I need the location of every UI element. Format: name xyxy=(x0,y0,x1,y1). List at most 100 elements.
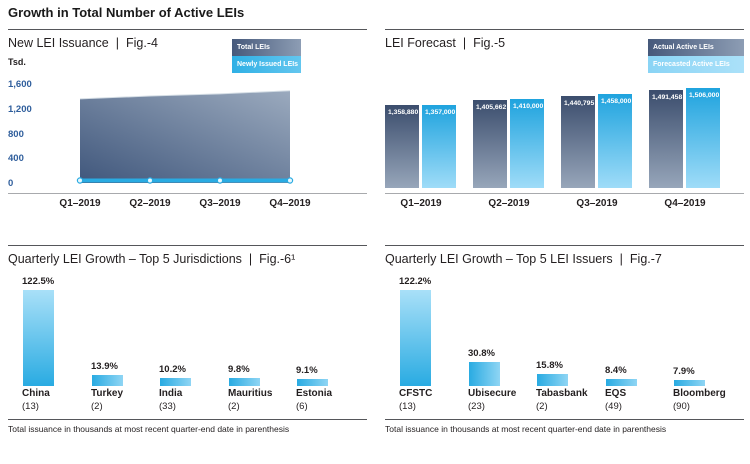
legend-item-actual-active-leis: Actual Active LEIs xyxy=(648,39,744,56)
bar-value-label: 13.9% xyxy=(91,361,118,373)
section-divider xyxy=(8,419,367,420)
x-axis-label: Q1–2019 xyxy=(59,198,101,209)
forecasted-active-leis-bar: 1,506,000 xyxy=(686,88,720,188)
x-axis-label: Q4–2019 xyxy=(664,198,706,209)
x-axis-label: Q2–2019 xyxy=(488,198,530,209)
y-axis-tick-label: 400 xyxy=(8,153,24,165)
actual-active-leis-bar: 1,491,458 xyxy=(649,90,683,188)
growth-bar-mauritius xyxy=(229,378,260,386)
y-axis-tick-label: 0 xyxy=(8,178,14,189)
figure-label: Fig.-6¹ xyxy=(259,252,296,266)
x-axis-line xyxy=(8,193,367,194)
growth-bar-cfstc xyxy=(400,290,431,386)
bar-value-label: 10.2% xyxy=(159,364,186,375)
category-label: Turkey xyxy=(91,388,124,399)
category-label: Estonia xyxy=(296,388,333,399)
y-axis-unit-label: Tsd. xyxy=(8,57,26,67)
issuance-label: (23) xyxy=(468,401,485,412)
chart-title: LEI Forecast xyxy=(385,36,456,50)
bar-value-label: 15.8% xyxy=(536,359,563,371)
data-point-marker xyxy=(286,177,294,184)
issuance-label: (13) xyxy=(399,401,416,412)
category-label: Mauritius xyxy=(228,388,273,399)
category-label: China xyxy=(22,388,50,399)
growth-bar-turkey xyxy=(92,375,123,386)
bar-chart-plot: 122.2% CFSTC (13) 30.8% Ubisecure (23) 15.8% Ta… xyxy=(385,246,744,444)
category-label: Ubisecure xyxy=(468,388,517,399)
section-top5-lei-issuers: Quarterly LEI Growth – Top 5 LEI Issuers… xyxy=(385,245,744,444)
growth-bar-estonia xyxy=(297,378,328,386)
x-axis-label: Q4–2019 xyxy=(269,198,311,209)
bar-value-label: 1,405,662 xyxy=(476,103,507,111)
y-axis-tick-label: 1,200 xyxy=(8,103,32,115)
total-leis-area xyxy=(80,90,290,183)
x-axis-label: Q3–2019 xyxy=(576,198,618,209)
figure-label: Fig.-5 xyxy=(473,36,506,50)
data-point-marker xyxy=(216,177,224,184)
bar-value-label: 1,358,880 xyxy=(388,109,419,116)
issuance-label: (49) xyxy=(605,401,622,412)
bar-value-label: 1,458,000 xyxy=(601,97,632,105)
forecasted-active-leis-bar: 1,458,000 xyxy=(598,93,632,188)
bar-value-label: 1,410,000 xyxy=(513,103,544,111)
section-header: LEI Forecast | Fig.-5 xyxy=(385,36,505,50)
legend: Total LEIs Newly Issued LEIs xyxy=(232,39,301,73)
legend: Actual Active LEIs Forecasted Active LEIs xyxy=(648,39,744,73)
y-axis-tick-label: 1,600 xyxy=(8,79,32,90)
footnote: Total issuance in thousands at most rece… xyxy=(385,424,667,434)
bar-value-label: 30.8% xyxy=(468,347,495,359)
growth-bar-eqs xyxy=(606,379,637,386)
bar-value-label: 9.8% xyxy=(228,364,250,376)
figure-label: Fig.-7 xyxy=(629,252,662,266)
section-header: Quarterly LEI Growth – Top 5 LEI Issuers… xyxy=(385,252,662,266)
x-axis-label: Q2–2019 xyxy=(129,198,171,209)
y-axis-tick-label: 800 xyxy=(8,128,24,140)
bar-value-label: 1,440,795 xyxy=(564,99,595,107)
chart-title: Quarterly LEI Growth – Top 5 Jurisdictio… xyxy=(8,252,242,266)
growth-bar-tabasbank xyxy=(537,373,568,386)
bar-value-label: 122.2% xyxy=(399,276,432,288)
title-separator: | xyxy=(248,252,253,266)
legend-item-forecasted-active-leis: Forecasted Active LEIs xyxy=(648,56,744,73)
issuance-label: (2) xyxy=(91,401,103,412)
section-top5-jurisdictions: Quarterly LEI Growth – Top 5 Jurisdictio… xyxy=(8,245,367,444)
growth-bar-ubisecure xyxy=(469,361,500,386)
bar-value-label: 8.4% xyxy=(605,365,627,377)
chart-title: Quarterly LEI Growth – Top 5 LEI Issuers xyxy=(385,252,613,266)
actual-active-leis-bar: 1,440,795 xyxy=(561,95,595,188)
bar-value-label: 1,491,458 xyxy=(652,94,683,101)
bar-chart-plot: 122.5% China (13) 13.9% Turkey (2) 10.2% India (… xyxy=(8,246,367,444)
footnote: Total issuance in thousands at most rece… xyxy=(8,424,290,434)
bar-value-label: 1,357,000 xyxy=(425,109,456,117)
area-chart-plot: 1,600 1,200 800 400 0 Q1–2019 Q2–2019 Q3–2019 Q4… xyxy=(8,30,367,246)
section-header: Quarterly LEI Growth – Top 5 Jurisdictio… xyxy=(8,252,295,266)
issuance-label: (2) xyxy=(228,401,240,412)
forecasted-active-leis-bar: 1,410,000 xyxy=(510,99,544,188)
title-separator: | xyxy=(115,36,119,50)
x-axis-line xyxy=(385,193,744,194)
data-point-marker xyxy=(76,177,84,184)
bar-value-label: 122.5% xyxy=(22,276,55,287)
category-label: CFSTC xyxy=(399,388,433,399)
bar-value-label: 1,506,000 xyxy=(689,92,720,100)
issuance-label: (33) xyxy=(159,401,176,412)
bar-value-label: 7.9% xyxy=(673,365,695,377)
x-axis-label: Q1–2019 xyxy=(400,198,442,209)
section-lei-forecast: LEI Forecast | Fig.-5 Actual Active LEIs Fo… xyxy=(385,29,744,246)
issuance-label: (13) xyxy=(22,401,39,412)
section-divider xyxy=(385,419,744,420)
issuance-label: (6) xyxy=(296,401,308,412)
legend-item-newly-issued-leis: Newly Issued LEIs xyxy=(232,56,301,73)
bar-chart-plot: 1,358,880 1,357,000 Q1–2019 1,405,662 1,410,… xyxy=(385,30,744,246)
actual-active-leis-bar: 1,358,880 xyxy=(385,105,419,188)
actual-active-leis-bar: 1,405,662 xyxy=(473,99,507,188)
area-chart-svg xyxy=(76,90,294,184)
x-axis-label: Q3–2019 xyxy=(199,198,241,209)
title-separator: | xyxy=(462,36,467,50)
section-new-lei-issuance: New LEI Issuance | Fig.-4 Total LEIs Newly … xyxy=(8,29,367,246)
page-title: Growth in Total Number of Active LEIs xyxy=(8,5,245,20)
category-label: EQS xyxy=(605,388,627,399)
bar-value-label: 9.1% xyxy=(296,364,318,376)
data-point-marker xyxy=(146,177,154,184)
